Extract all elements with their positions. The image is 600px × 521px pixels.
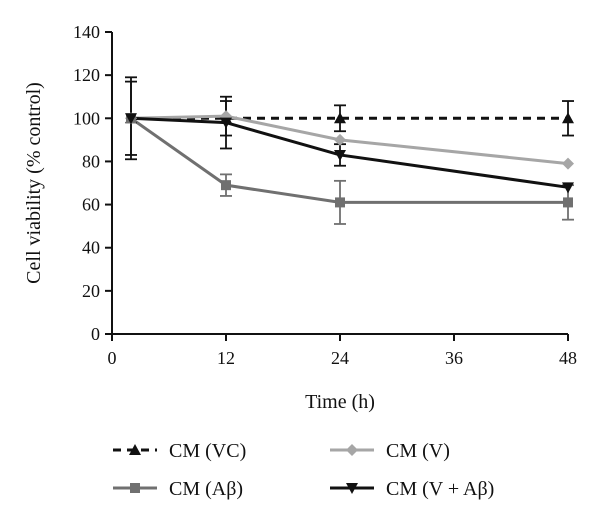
legend-item: CM (V) [330, 440, 450, 462]
y-tick-label: 140 [73, 22, 100, 42]
data-point [335, 197, 345, 208]
legend-label: CM (VC) [169, 440, 246, 462]
legend-marker [346, 483, 358, 494]
x-tick-label: 48 [559, 348, 577, 368]
y-tick-label: 100 [73, 108, 100, 128]
series-lines [130, 114, 569, 204]
x-tick-label: 24 [331, 348, 349, 368]
data-point [334, 149, 346, 161]
y-tick-label: 40 [82, 238, 100, 258]
data-point [562, 182, 574, 194]
series-line-cm-a [130, 117, 568, 204]
series-markers [125, 110, 574, 208]
legend-marker [346, 444, 358, 456]
data-point [221, 180, 231, 191]
y-tick-label: 20 [82, 281, 100, 301]
y-tick-label: 120 [73, 65, 100, 85]
data-point [563, 197, 573, 208]
y-tick-label: 60 [82, 195, 100, 215]
x-tick-label: 0 [108, 348, 117, 368]
legend-marker [130, 483, 140, 493]
y-tick-label: 0 [91, 324, 100, 344]
legend-marker [129, 444, 141, 455]
legend-label: CM (V + Aβ) [386, 478, 494, 500]
legend-label: CM (Aβ) [169, 478, 243, 500]
data-point [125, 113, 137, 125]
legend-item: CM (Aβ) [113, 478, 243, 500]
series-line-cm-v [130, 114, 569, 166]
data-point [562, 112, 574, 124]
legend-item: CM (VC) [113, 440, 246, 462]
series-line-cm-v-a [130, 116, 569, 189]
x-tick-label: 36 [445, 348, 463, 368]
legend-label: CM (V) [386, 440, 450, 462]
x-axis-title: Time (h) [305, 391, 375, 413]
data-point [562, 157, 574, 170]
legend-item: CM (V + Aβ) [330, 478, 494, 500]
data-point [334, 133, 346, 146]
x-tick-label: 12 [217, 348, 235, 368]
data-point [220, 117, 232, 129]
data-point [334, 112, 346, 124]
y-axis-title: Cell viability (% control) [23, 82, 45, 284]
legend: CM (VC) CM (V) CM (Aβ) CM (V + Aβ) [113, 440, 494, 500]
y-tick-label: 80 [82, 151, 100, 171]
axes: 0 20 40 60 80 100 120 140 0 12 24 36 48 [73, 22, 577, 368]
